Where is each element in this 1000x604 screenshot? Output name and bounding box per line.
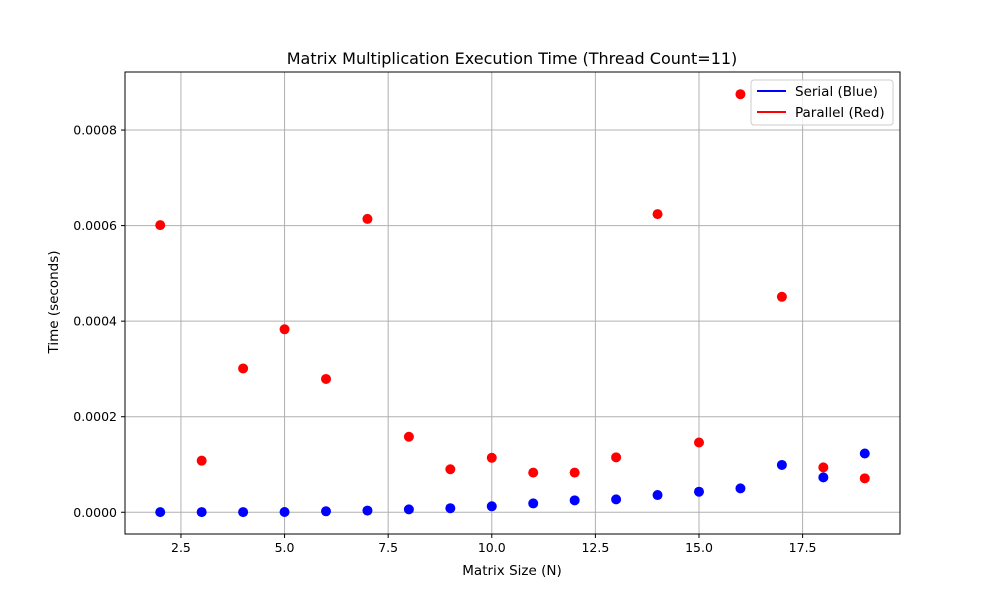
y-tick-label: 0.0002 bbox=[73, 409, 117, 424]
data-point-serial bbox=[321, 506, 332, 517]
x-axis-label: Matrix Size (N) bbox=[462, 563, 561, 579]
data-point-parallel bbox=[362, 213, 373, 224]
data-point-parallel bbox=[693, 437, 704, 448]
legend: Serial (Blue) Parallel (Red) bbox=[750, 79, 894, 126]
x-tick-label: 5.0 bbox=[275, 540, 295, 555]
data-point-serial bbox=[818, 472, 829, 483]
data-point-parallel bbox=[776, 291, 787, 302]
x-tick-label: 10.0 bbox=[478, 540, 506, 555]
legend-label-serial: Serial (Blue) bbox=[795, 84, 878, 100]
data-point-serial bbox=[238, 507, 249, 518]
x-tick-label: 12.5 bbox=[581, 540, 609, 555]
grid-layer bbox=[125, 72, 900, 534]
x-tick-label: 7.5 bbox=[378, 540, 398, 555]
data-point-serial bbox=[362, 505, 373, 516]
data-point-parallel bbox=[528, 467, 539, 478]
data-point-serial bbox=[528, 498, 539, 509]
data-point-serial bbox=[196, 507, 207, 518]
data-point-parallel bbox=[859, 473, 870, 484]
data-point-parallel bbox=[652, 209, 663, 220]
data-point-parallel bbox=[321, 373, 332, 384]
data-point-parallel bbox=[403, 431, 414, 442]
data-layer bbox=[155, 89, 870, 518]
data-point-serial bbox=[859, 448, 870, 459]
data-point-serial bbox=[569, 495, 580, 506]
legend-box bbox=[750, 79, 894, 126]
data-point-parallel bbox=[279, 324, 290, 335]
legend-label-parallel: Parallel (Red) bbox=[795, 105, 885, 121]
data-point-parallel bbox=[196, 455, 207, 466]
data-point-serial bbox=[403, 504, 414, 515]
data-point-parallel bbox=[155, 220, 166, 231]
plot-area-frame bbox=[124, 71, 901, 535]
data-point-parallel bbox=[569, 467, 580, 478]
data-point-serial bbox=[155, 507, 166, 518]
data-point-serial bbox=[445, 503, 456, 514]
data-point-parallel bbox=[611, 452, 622, 463]
data-point-serial bbox=[279, 506, 290, 517]
data-point-parallel bbox=[486, 452, 497, 463]
data-point-serial bbox=[652, 490, 663, 501]
x-tick-label: 17.5 bbox=[789, 540, 817, 555]
y-tick-label: 0.0006 bbox=[73, 218, 117, 233]
chart-title: Matrix Multiplication Execution Time (Th… bbox=[287, 49, 738, 68]
data-point-parallel bbox=[735, 89, 746, 100]
x-tick-label: 2.5 bbox=[171, 540, 191, 555]
data-point-serial bbox=[693, 486, 704, 497]
data-point-parallel bbox=[238, 363, 249, 374]
data-point-serial bbox=[486, 501, 497, 512]
data-point-serial bbox=[776, 459, 787, 470]
y-tick-label: 0.0000 bbox=[73, 505, 117, 520]
data-point-serial bbox=[611, 494, 622, 505]
y-axis-label: Time (seconds) bbox=[46, 250, 62, 354]
data-point-serial bbox=[735, 483, 746, 494]
y-tick-label: 0.0008 bbox=[73, 123, 117, 138]
data-point-parallel bbox=[445, 464, 456, 475]
series-serial bbox=[155, 448, 870, 518]
data-point-parallel bbox=[818, 462, 829, 473]
series-parallel bbox=[155, 89, 870, 484]
tick-layer: 2.5 5.0 7.5 10.0 12.5 15.0 17.5 0.0000 0.0002 0.0… bbox=[73, 123, 816, 555]
y-tick-label: 0.0004 bbox=[73, 314, 117, 329]
x-tick-label: 15.0 bbox=[685, 540, 713, 555]
